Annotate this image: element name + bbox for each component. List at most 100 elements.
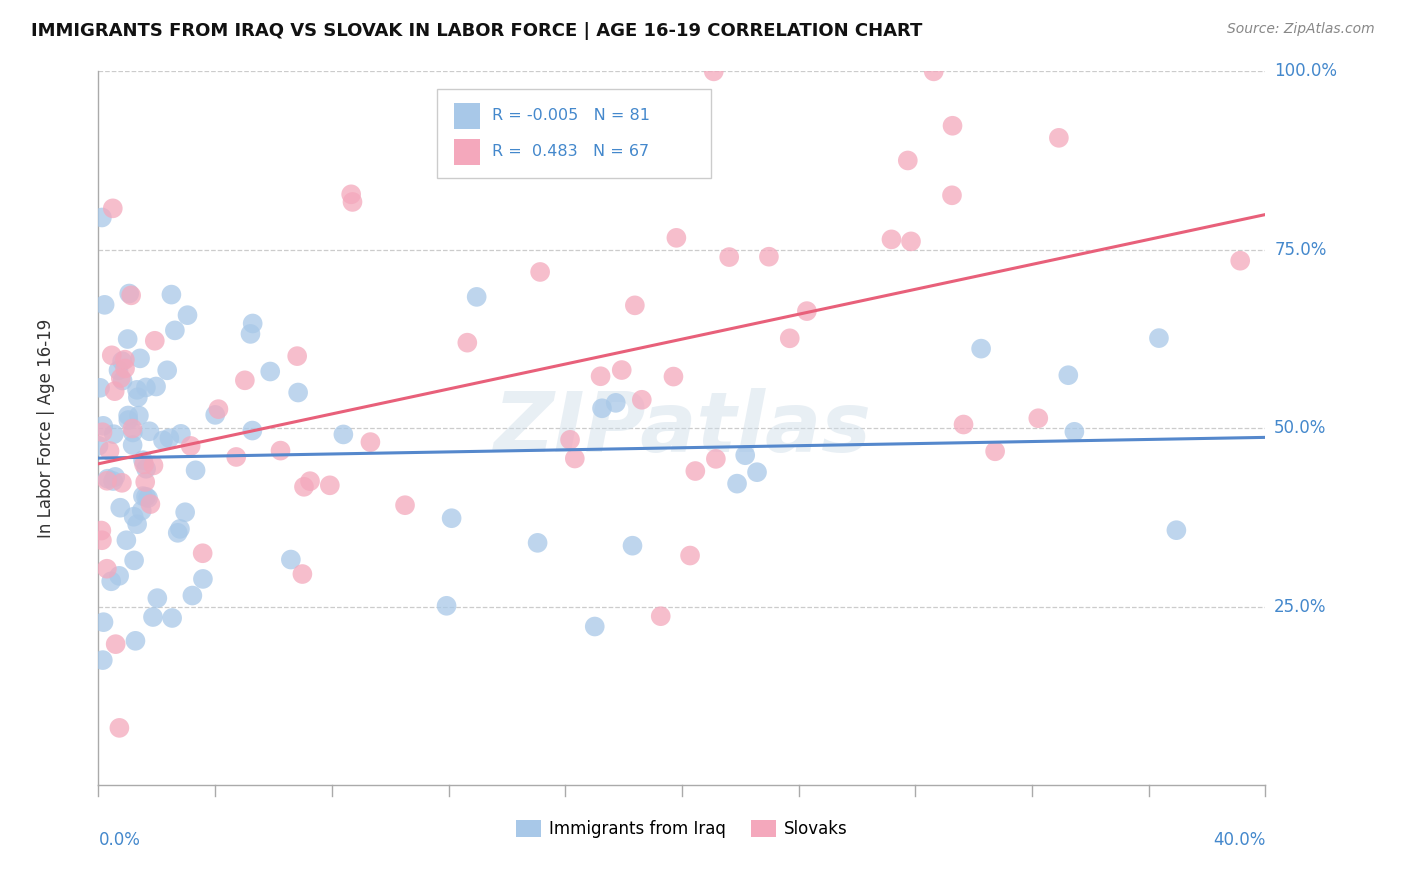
Point bbox=[679, 549, 702, 563]
Point bbox=[1026, 411, 1049, 425]
Point bbox=[624, 298, 647, 312]
Point bbox=[897, 153, 920, 168]
Point bbox=[97, 472, 120, 486]
Point bbox=[745, 465, 768, 479]
Point bbox=[100, 574, 122, 589]
Point bbox=[91, 653, 114, 667]
Point bbox=[104, 637, 127, 651]
Point bbox=[138, 424, 160, 438]
Point bbox=[233, 373, 256, 387]
Point bbox=[170, 426, 193, 441]
Legend: Immigrants from Iraq, Slovaks: Immigrants from Iraq, Slovaks bbox=[509, 813, 855, 845]
Point bbox=[117, 409, 139, 423]
Text: ZIPatlas: ZIPatlas bbox=[494, 388, 870, 468]
Point bbox=[725, 476, 748, 491]
Point bbox=[90, 211, 112, 225]
Point bbox=[124, 633, 146, 648]
Point bbox=[111, 354, 134, 368]
Point bbox=[270, 443, 292, 458]
Point bbox=[135, 380, 157, 394]
Point bbox=[93, 298, 115, 312]
Point bbox=[340, 187, 363, 202]
Point bbox=[558, 433, 581, 447]
Point bbox=[436, 599, 458, 613]
Point bbox=[108, 569, 131, 583]
Point bbox=[440, 511, 463, 525]
Point bbox=[122, 553, 145, 567]
Point bbox=[160, 287, 183, 301]
Point bbox=[135, 490, 157, 504]
Point bbox=[111, 374, 134, 388]
Text: R =  0.483   N = 67: R = 0.483 N = 67 bbox=[492, 145, 648, 160]
Text: 0.0%: 0.0% bbox=[98, 831, 141, 849]
Point bbox=[779, 331, 801, 345]
Point bbox=[734, 448, 756, 462]
FancyBboxPatch shape bbox=[454, 103, 479, 128]
Point bbox=[207, 402, 229, 417]
Point bbox=[984, 444, 1007, 458]
Point bbox=[96, 474, 118, 488]
Text: Source: ZipAtlas.com: Source: ZipAtlas.com bbox=[1227, 22, 1375, 37]
Point bbox=[704, 451, 727, 466]
Point bbox=[90, 524, 112, 538]
Text: In Labor Force | Age 16-19: In Labor Force | Age 16-19 bbox=[37, 318, 55, 538]
Point bbox=[146, 591, 169, 606]
Point bbox=[132, 453, 155, 467]
Point bbox=[104, 384, 127, 399]
Point bbox=[529, 265, 551, 279]
Point bbox=[127, 390, 149, 404]
Point bbox=[1047, 131, 1070, 145]
Text: R = -0.005   N = 81: R = -0.005 N = 81 bbox=[492, 108, 650, 123]
Point bbox=[142, 610, 165, 624]
Point bbox=[143, 334, 166, 348]
Point bbox=[117, 413, 139, 427]
Point bbox=[589, 369, 612, 384]
Point bbox=[703, 64, 725, 78]
Point bbox=[662, 369, 685, 384]
Point bbox=[1057, 368, 1080, 383]
Point bbox=[941, 188, 963, 202]
Point bbox=[152, 434, 174, 448]
Point bbox=[758, 250, 780, 264]
Point bbox=[127, 517, 149, 532]
Point bbox=[242, 317, 264, 331]
Point bbox=[526, 536, 548, 550]
Point bbox=[121, 438, 143, 452]
Point bbox=[110, 371, 132, 385]
Point bbox=[191, 572, 214, 586]
Point bbox=[156, 363, 179, 377]
Point bbox=[605, 396, 627, 410]
Point bbox=[125, 383, 148, 397]
Point bbox=[665, 231, 688, 245]
Point bbox=[630, 392, 652, 407]
Point bbox=[160, 611, 183, 625]
Point bbox=[117, 332, 139, 346]
Point bbox=[880, 232, 903, 246]
Point bbox=[952, 417, 974, 432]
Point bbox=[465, 290, 488, 304]
Point bbox=[1229, 253, 1251, 268]
Point bbox=[108, 721, 131, 735]
Point bbox=[89, 381, 111, 395]
Point bbox=[292, 480, 315, 494]
Point bbox=[591, 401, 613, 416]
Point bbox=[1147, 331, 1170, 345]
Point bbox=[118, 286, 141, 301]
Point bbox=[169, 522, 191, 536]
Point bbox=[114, 361, 136, 376]
FancyBboxPatch shape bbox=[437, 89, 711, 178]
Point bbox=[181, 589, 204, 603]
Point bbox=[98, 444, 121, 458]
Point bbox=[91, 425, 114, 440]
Point bbox=[111, 475, 134, 490]
Point bbox=[650, 609, 672, 624]
Point bbox=[87, 439, 110, 453]
Point bbox=[100, 348, 122, 362]
Point bbox=[718, 250, 741, 264]
Point bbox=[129, 351, 152, 366]
Point bbox=[157, 431, 180, 445]
Point bbox=[121, 425, 143, 440]
Text: 40.0%: 40.0% bbox=[1213, 831, 1265, 849]
Point bbox=[135, 462, 157, 476]
Point bbox=[298, 474, 321, 488]
